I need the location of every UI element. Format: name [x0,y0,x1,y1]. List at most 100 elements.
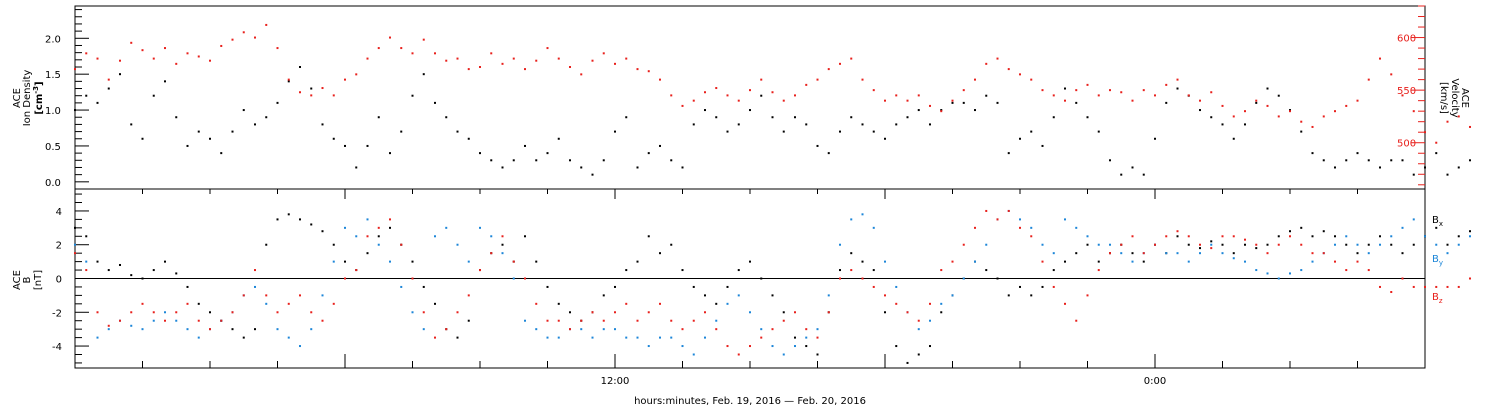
by-data-point [310,328,313,331]
red-data-point [1120,91,1123,94]
bz-data-point [692,319,695,322]
black-data-point [940,109,943,112]
bz-data-point [186,302,189,305]
black-data-point [1165,101,1168,104]
bz-data-point [872,285,875,288]
bz-data-point [1266,252,1269,255]
red-data-point [1086,83,1089,86]
black-data-point [974,109,976,112]
black-data-point [1131,166,1134,169]
black-data-point [929,123,931,126]
black-data-point [310,87,313,90]
bx-data-point [794,336,796,339]
by-data-point [355,235,358,238]
bx-data-point [1097,260,1100,263]
by-data-point [647,345,650,348]
by-data-point [1120,252,1123,255]
red-data-point [962,89,965,92]
red-data-point [1435,141,1438,144]
black-data-point [884,137,886,140]
bz-data-point [389,218,391,221]
by-data-point [434,235,436,238]
by-data-point [1379,243,1381,246]
red-data-point [107,78,110,81]
by-data-point [96,336,99,339]
bz-data-point [681,328,684,331]
black-data-point [715,116,718,119]
bx-data-point [1401,252,1404,255]
by-data-point [974,260,976,263]
bz-data-point [119,319,121,322]
red-data-point [265,23,268,26]
bz-data-point [152,311,155,314]
bx-data-point [1176,235,1179,238]
black-data-point [546,152,549,155]
by-data-point [591,336,594,339]
red-data-point [1097,94,1100,97]
top-right-tick-label: 550 [1397,86,1416,97]
bx-data-point [130,274,133,277]
x-tick-label: 12:00 [601,376,630,387]
bz-data-point [141,302,144,305]
bz-data-point [1232,235,1235,238]
by-data-point [1176,252,1179,255]
black-data-point [1232,137,1235,140]
red-data-point [670,94,673,97]
bz-data-point [670,319,673,322]
by-data-point [782,353,785,356]
by-data-point [1086,235,1089,238]
bz-data-point [1097,269,1100,272]
by-data-point [1334,243,1336,246]
bz-data-point [1435,285,1438,288]
bx-data-point [456,336,459,339]
bz-data-point [1345,269,1348,272]
by-data-point [940,302,943,305]
black-data-point [1142,173,1145,176]
red-data-point [1412,110,1415,113]
red-data-point [726,94,729,97]
bz-data-point [1289,235,1291,238]
bx-data-point [985,269,988,272]
bx-data-point [1030,294,1033,297]
bz-data-point [287,302,290,305]
bx-data-point [1277,235,1280,238]
black-data-point [557,137,560,140]
bx-data-point [164,260,166,263]
black-data-point [816,144,819,147]
black-data-point [1412,173,1415,176]
by-data-point [1041,243,1044,246]
bottom-left-tick-label: 0 [56,275,62,286]
black-data-point [839,130,841,133]
bz-data-point [524,277,526,280]
red-data-point [1210,91,1213,94]
red-data-point [850,57,853,60]
by-data-point [1401,226,1404,229]
bz-data-point [614,311,616,314]
legend-by: By [1432,254,1443,267]
top-left-unit: [cm-3] [32,81,45,114]
bz-data-point [985,209,988,212]
bz-data-point [591,311,594,314]
bx-data-point [287,213,290,216]
bottom-left-tick-label: 4 [56,207,62,218]
bx-data-point [377,235,380,238]
red-data-point [152,57,155,60]
by-data-point [895,285,898,288]
black-data-point [152,94,155,97]
bz-data-point [1187,235,1190,238]
bx-data-point [569,311,571,314]
by-data-point [332,260,335,263]
bx-data-point [467,319,470,322]
black-data-point [704,109,706,112]
bz-data-point [85,269,88,272]
bx-data-point [276,218,279,221]
by-data-point [1457,243,1460,246]
bz-data-point [1401,277,1404,280]
by-data-point [861,213,864,216]
black-data-point [445,116,448,119]
bz-data-point [771,328,774,331]
bx-data-point [715,302,718,305]
bx-data-point [749,260,751,263]
bz-data-point [1052,285,1055,288]
bz-data-point [1131,235,1134,238]
